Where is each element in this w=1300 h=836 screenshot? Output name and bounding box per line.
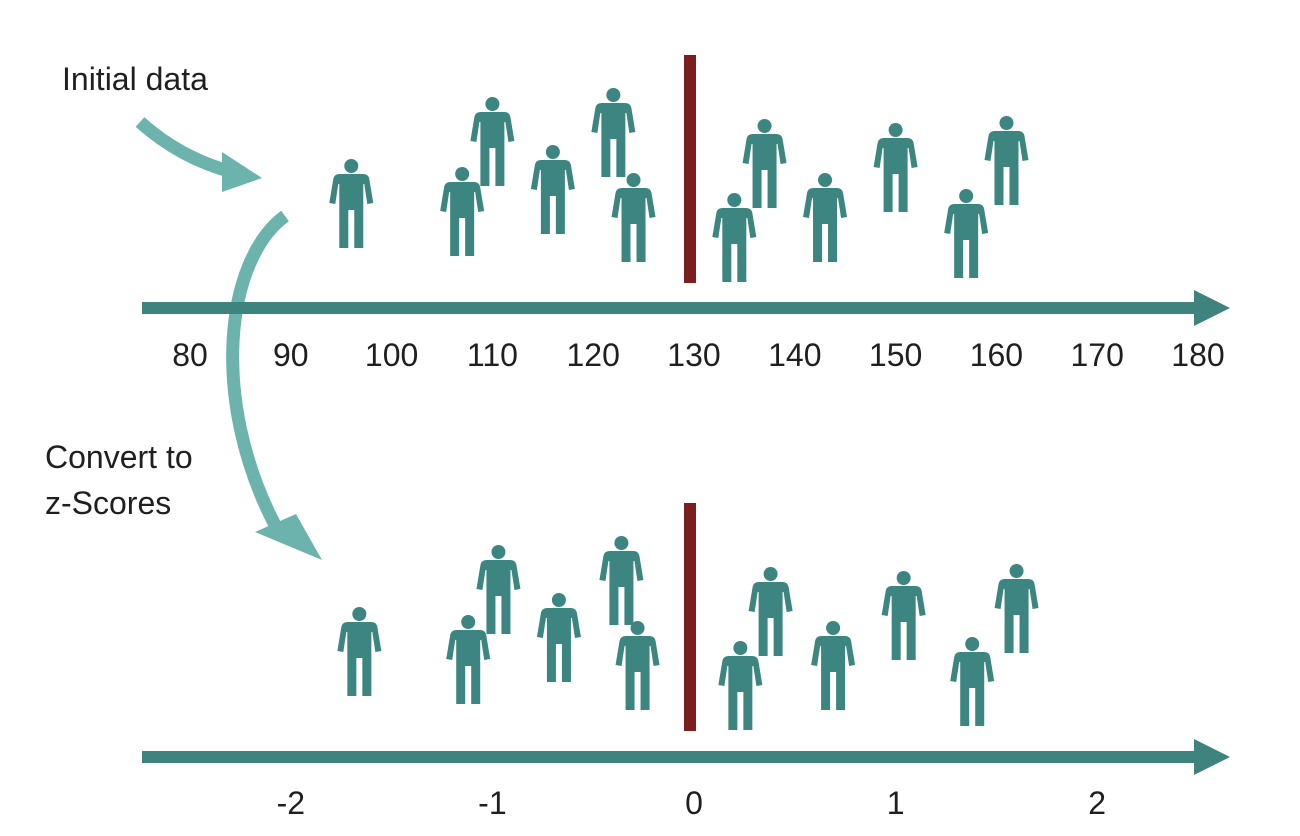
person-icon (873, 123, 918, 212)
person-icon (337, 607, 382, 696)
tick-labels-bottom: -2 -1 0 1 2 (277, 785, 1107, 821)
person-icon (476, 545, 521, 634)
tick-label-bottom: -2 (277, 785, 305, 821)
tick-label-top: 90 (273, 337, 309, 373)
tick-label-top: 170 (1071, 337, 1124, 373)
tick-label-top: 160 (970, 337, 1023, 373)
convert-label: Convert to z-Scores (45, 434, 193, 526)
person-icon (718, 641, 763, 730)
curved-arrow-convert-head (255, 514, 322, 560)
person-icon (811, 621, 856, 710)
tick-label-top: 120 (567, 337, 620, 373)
tick-label-top: 150 (869, 337, 922, 373)
person-icon (950, 637, 995, 726)
person-icon (748, 567, 793, 656)
axis-line-top (142, 302, 1204, 314)
tick-label-top: 80 (172, 337, 208, 373)
person-icon (742, 119, 787, 208)
tick-label-bottom: 0 (685, 785, 703, 821)
person-icon (530, 145, 575, 234)
mean-line-top (684, 55, 696, 283)
person-icon (470, 97, 515, 186)
axis-arrowhead-bottom (1194, 739, 1230, 775)
convert-label-line2: z-Scores (45, 485, 172, 521)
person-icon (615, 621, 660, 710)
mean-line-bottom (684, 503, 696, 731)
curved-arrow-initial (135, 117, 234, 179)
person-icon (881, 571, 926, 660)
tick-label-top: 140 (768, 337, 821, 373)
person-icon (591, 88, 636, 177)
tick-label-bottom: 2 (1088, 785, 1106, 821)
person-icon (984, 116, 1029, 205)
person-icon (329, 159, 374, 248)
person-icon (611, 173, 656, 262)
axis-line-bottom (142, 751, 1204, 763)
person-icon (994, 564, 1039, 653)
tick-label-bottom: -1 (478, 785, 506, 821)
tick-labels-top: 80 90 100 110 120 130 140 150 160 170 180 (172, 337, 1224, 373)
people-top (329, 88, 1029, 282)
initial-data-label: Initial data (62, 61, 208, 97)
curved-arrow-convert (226, 210, 290, 528)
person-icon (440, 167, 485, 256)
person-icon (712, 193, 757, 282)
curved-arrow-initial-head (222, 152, 262, 192)
tick-label-top: 180 (1171, 337, 1224, 373)
person-icon (944, 189, 989, 278)
tick-label-top: 110 (467, 337, 518, 373)
axis-arrowhead-top (1194, 290, 1230, 326)
tick-label-top: 130 (667, 337, 720, 373)
tick-label-top: 100 (365, 337, 418, 373)
person-icon (599, 536, 644, 625)
axis-bottom (142, 739, 1230, 775)
axis-top (142, 290, 1230, 326)
person-icon (446, 615, 491, 704)
person-icon (803, 173, 848, 262)
convert-label-line1: Convert to (45, 439, 193, 475)
tick-label-bottom: 1 (887, 785, 905, 821)
person-icon (536, 593, 581, 682)
